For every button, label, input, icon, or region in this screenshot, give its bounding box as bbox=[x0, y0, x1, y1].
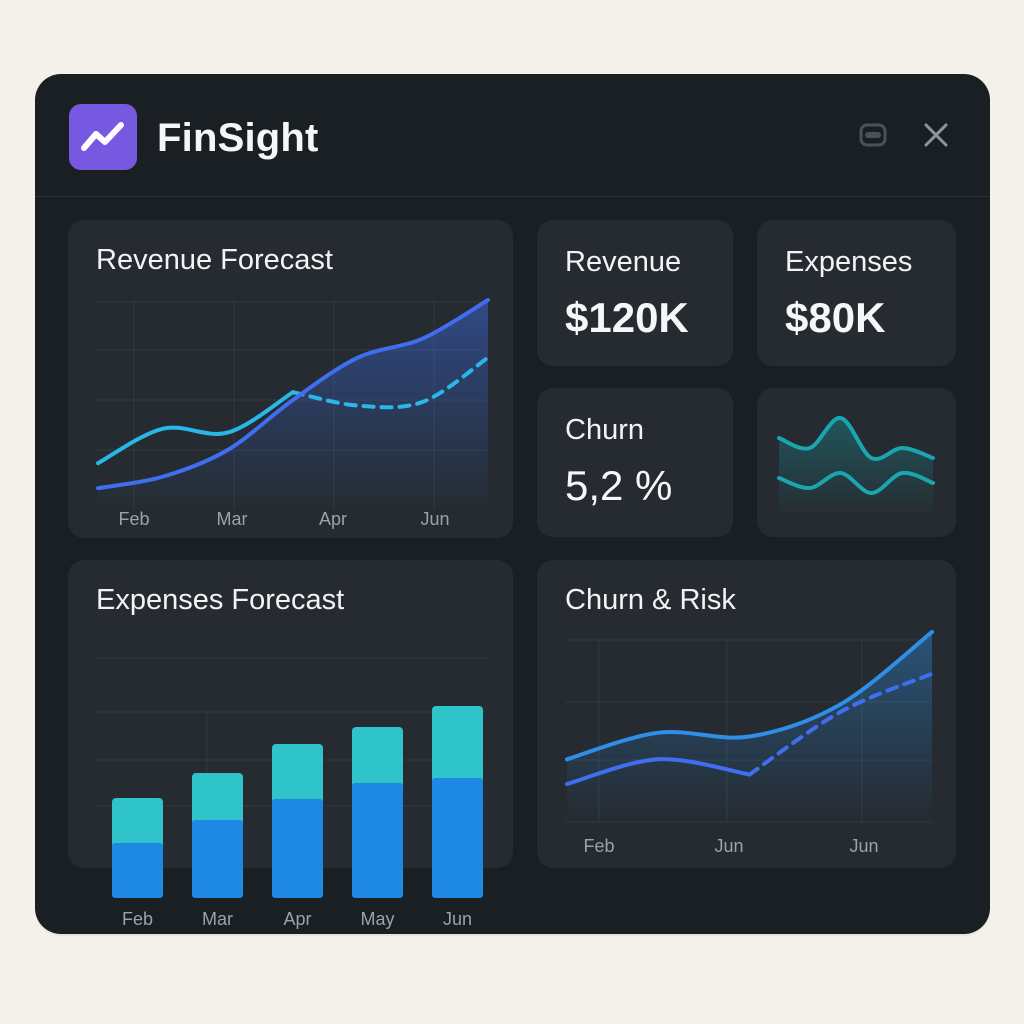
revenue-forecast-chart: Feb Mar Apr Jun bbox=[96, 298, 490, 529]
card-title: Revenue Forecast bbox=[96, 244, 333, 276]
series-line-cyan-forecast bbox=[291, 355, 490, 410]
bar-segment-top bbox=[272, 744, 323, 807]
bar-segment-base bbox=[352, 783, 403, 898]
area-fill bbox=[98, 300, 488, 512]
series-line-low-forecast bbox=[747, 671, 934, 777]
x-tick-label: Feb bbox=[122, 909, 153, 929]
bar-segment-top bbox=[352, 727, 403, 791]
x-tick-label: Mar bbox=[202, 909, 233, 929]
bar-segment-top bbox=[432, 706, 483, 786]
bar-segment-top bbox=[192, 773, 243, 828]
x-tick-label: Jun bbox=[714, 836, 743, 856]
bar-segment-base bbox=[192, 820, 243, 898]
kpi-label: Revenue bbox=[565, 246, 682, 278]
x-tick-label: Jun bbox=[443, 909, 472, 929]
minimize-icon bbox=[859, 123, 887, 147]
title-bar: FinSight bbox=[35, 74, 990, 197]
trend-line-icon bbox=[69, 104, 137, 170]
churn-risk-card: Churn & Risk Feb Jun Jun bbox=[537, 560, 956, 868]
bar-segment-base bbox=[432, 778, 483, 898]
revenue-forecast-card: Revenue Forecast Feb Mar Apr Jun bbox=[68, 220, 513, 538]
churn-risk-chart: Feb Jun Jun bbox=[565, 630, 934, 856]
bar-segment-top bbox=[112, 798, 163, 851]
kpi-value: $120K bbox=[565, 294, 689, 341]
sparkline-chart bbox=[777, 416, 935, 518]
series-line-top bbox=[565, 630, 934, 762]
minimize-button[interactable] bbox=[859, 123, 889, 147]
x-tick-label: Jun bbox=[849, 836, 878, 856]
series-line-cyan bbox=[96, 390, 295, 466]
kpi-value: 5,2 % bbox=[565, 462, 673, 509]
expenses-forecast-card: Expenses Forecast Feb Mar Apr May Jun bbox=[68, 560, 513, 929]
x-tick-label: Mar bbox=[217, 509, 248, 529]
x-tick-label: Feb bbox=[583, 836, 614, 856]
close-icon bbox=[924, 123, 948, 147]
kpi-value: $80K bbox=[785, 294, 886, 341]
area-fill bbox=[567, 632, 932, 822]
kpi-label: Churn bbox=[565, 414, 644, 446]
expenses-forecast-chart: Feb Mar Apr May Jun bbox=[96, 657, 486, 929]
card-title: Churn & Risk bbox=[565, 584, 736, 616]
close-button[interactable] bbox=[922, 121, 950, 149]
series-line-low bbox=[565, 757, 752, 786]
bar-segment-base bbox=[112, 843, 163, 898]
x-tick-label: May bbox=[360, 909, 394, 929]
revenue-kpi-card: Revenue $120K bbox=[537, 220, 733, 366]
app-title: FinSight bbox=[157, 116, 319, 160]
app-window: FinSight Revenue Forecast Feb Mar Apr Jun R… bbox=[35, 74, 990, 934]
x-tick-label: Apr bbox=[319, 509, 347, 529]
kpi-label: Expenses bbox=[785, 246, 913, 278]
series-line-blue bbox=[96, 298, 490, 491]
x-tick-label: Jun bbox=[420, 509, 449, 529]
sparkline-card bbox=[757, 388, 956, 537]
wave-line-upper bbox=[777, 416, 935, 461]
x-tick-label: Apr bbox=[283, 909, 311, 929]
churn-kpi-card: Churn 5,2 % bbox=[537, 388, 733, 537]
x-tick-label: Feb bbox=[118, 509, 149, 529]
card-title: Expenses Forecast bbox=[96, 584, 345, 616]
wave-line-lower bbox=[777, 470, 935, 496]
bar-segment-base bbox=[272, 799, 323, 898]
expenses-kpi-card: Expenses $80K bbox=[757, 220, 956, 366]
